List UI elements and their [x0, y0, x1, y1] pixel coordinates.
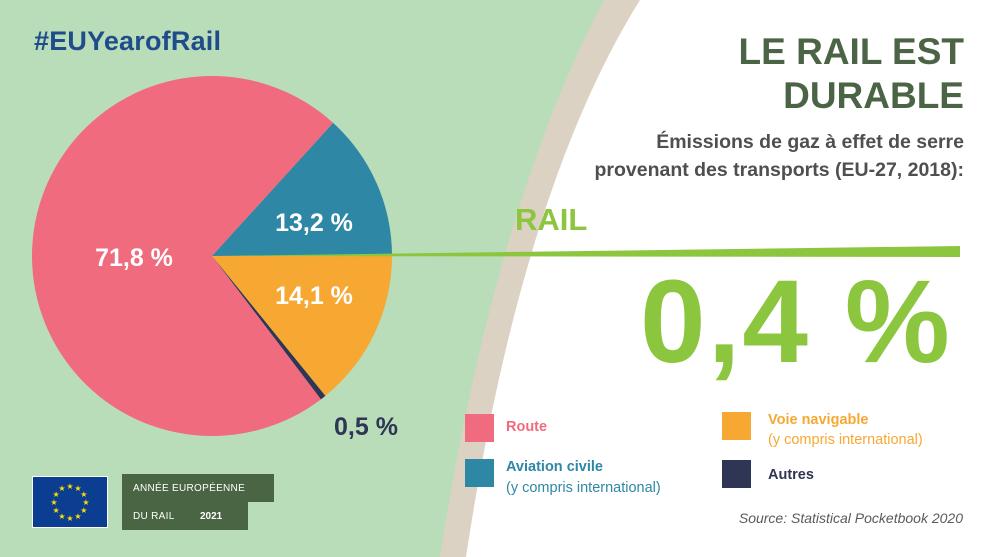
subtitle-line-1: Émissions de gaz à effet de serre: [656, 131, 964, 153]
eu-stars-icon: ★ ★★★★★★★★★★★: [50, 482, 89, 523]
eu-star-icon: ★: [80, 506, 87, 515]
eu-star-icon: ★: [58, 484, 65, 493]
legend-sub-aviation: (y compris international): [506, 480, 661, 496]
legend-swatch-route: [465, 414, 494, 442]
year-badge-bottom: [122, 502, 248, 530]
title-line-2: DURABLE: [783, 75, 964, 116]
year-badge-line-2: DU RAIL: [133, 511, 175, 522]
eu-star-icon: ★: [53, 490, 60, 499]
eu-flag-icon: ★ ★ ★ ★ ★ ★ ★ ★ ★ ★ ★ ★: [32, 476, 108, 528]
pie-label-voie-navigable: 14,1 %: [275, 282, 353, 310]
chart-subtitle: Émissions de gaz à effet de serre proven…: [594, 128, 964, 184]
pie-slice-aviation-civile: [212, 122, 392, 256]
legend-label-route: Route: [506, 419, 548, 435]
rail-value: 0,4 %: [640, 256, 952, 388]
pie-slice-rail: [212, 246, 960, 257]
rail-label: RAIL: [515, 202, 588, 237]
pie-label-autres: 0,5 %: [334, 413, 398, 441]
pie-label-aviation-civile: 13,2 %: [275, 209, 353, 237]
legend-swatch-other: [722, 460, 751, 488]
eu-star-icon: ★: [50, 498, 57, 507]
year-badge-top: [122, 474, 274, 502]
title-line-1: LE RAIL EST: [738, 31, 964, 72]
legend-label-waterway: Voie navigable: [768, 412, 869, 428]
year-badge-year: 2021: [200, 511, 223, 522]
eu-star-icon: ★: [82, 498, 89, 507]
pie-slice-autres: [212, 256, 326, 400]
legend-sub-waterway: (y compris international): [768, 432, 923, 448]
pie-slice-voie-navigable: [212, 256, 392, 396]
source-note: Source: Statistical Pocketbook 2020: [738, 510, 963, 526]
eu-star-icon: ★: [66, 514, 73, 523]
year-badge-line-1: ANNÉE EUROPÉENNE: [133, 483, 246, 494]
eu-star-icon: ★: [66, 482, 73, 491]
legend-label-other: Autres: [768, 467, 814, 483]
eu-star-icon: ★: [74, 484, 81, 493]
eu-star-icon: ★: [58, 512, 65, 521]
pie-label-route: 71,8 %: [95, 244, 173, 272]
year-badge: ANNÉE EUROPÉENNE DU RAIL 2021: [122, 474, 274, 530]
pie-slice-route: [31, 75, 334, 436]
legend-label-aviation: Aviation civile: [506, 459, 603, 475]
page-title: LE RAIL EST DURABLE: [739, 30, 964, 118]
legend-swatch-waterway: [722, 412, 751, 440]
eu-star-icon: ★: [53, 506, 60, 515]
hashtag: #EUYearofRail: [34, 26, 222, 56]
legend-swatch-aviation: [465, 459, 494, 487]
subtitle-line-2: provenant des transports (EU-27, 2018):: [594, 159, 964, 181]
eu-star-icon: ★: [80, 490, 87, 499]
eu-star-icon: ★: [74, 512, 81, 521]
